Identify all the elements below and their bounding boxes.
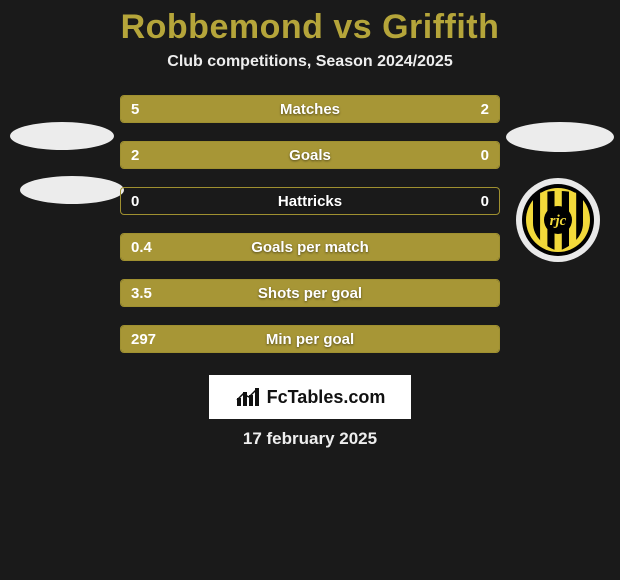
stat-row: 5 Matches 2	[120, 95, 500, 123]
stat-label: Goals	[289, 147, 331, 164]
stat-label: Shots per goal	[258, 285, 362, 302]
stat-row: 0 Hattricks 0	[120, 187, 500, 215]
stat-value-right: 2	[481, 101, 489, 118]
stat-value-right: 0	[481, 193, 489, 210]
comparison-rows: 5 Matches 2 2 Goals 0 0 Hattricks 0 0.4 Goals per …	[120, 91, 500, 353]
club-crest-icon: rjc	[521, 183, 595, 257]
stat-row: 2 Goals 0	[120, 141, 500, 169]
date-label: 17 february 2025	[0, 429, 620, 449]
stat-fill-left	[121, 142, 386, 168]
stat-value-left: 2	[131, 147, 139, 164]
team-left-badge-2	[20, 176, 124, 204]
stat-label: Matches	[280, 101, 340, 118]
stat-value-left: 3.5	[131, 285, 152, 302]
subtitle: Club competitions, Season 2024/2025	[0, 53, 620, 71]
stat-value-right: 0	[481, 147, 489, 164]
stat-value-left: 0	[131, 193, 139, 210]
stat-value-left: 5	[131, 101, 139, 118]
team-left-badge-1	[10, 122, 114, 150]
stat-fill-left	[121, 96, 389, 122]
stat-row: 3.5 Shots per goal	[120, 279, 500, 307]
page-title: Robbemond vs Griffith	[0, 8, 620, 47]
svg-text:rjc: rjc	[550, 213, 567, 229]
stat-label: Hattricks	[278, 193, 342, 210]
team-right-club-logo: rjc	[516, 178, 600, 262]
stat-value-left: 297	[131, 331, 156, 348]
bar-chart-icon	[235, 386, 261, 408]
stat-row: 0.4 Goals per match	[120, 233, 500, 261]
stat-label: Min per goal	[266, 331, 354, 348]
stat-label: Goals per match	[251, 239, 369, 256]
brand-badge[interactable]: FcTables.com	[209, 375, 411, 419]
stat-row: 297 Min per goal	[120, 325, 500, 353]
stat-value-left: 0.4	[131, 239, 152, 256]
team-right-badge-1	[506, 122, 614, 152]
brand-text: FcTables.com	[267, 387, 386, 408]
